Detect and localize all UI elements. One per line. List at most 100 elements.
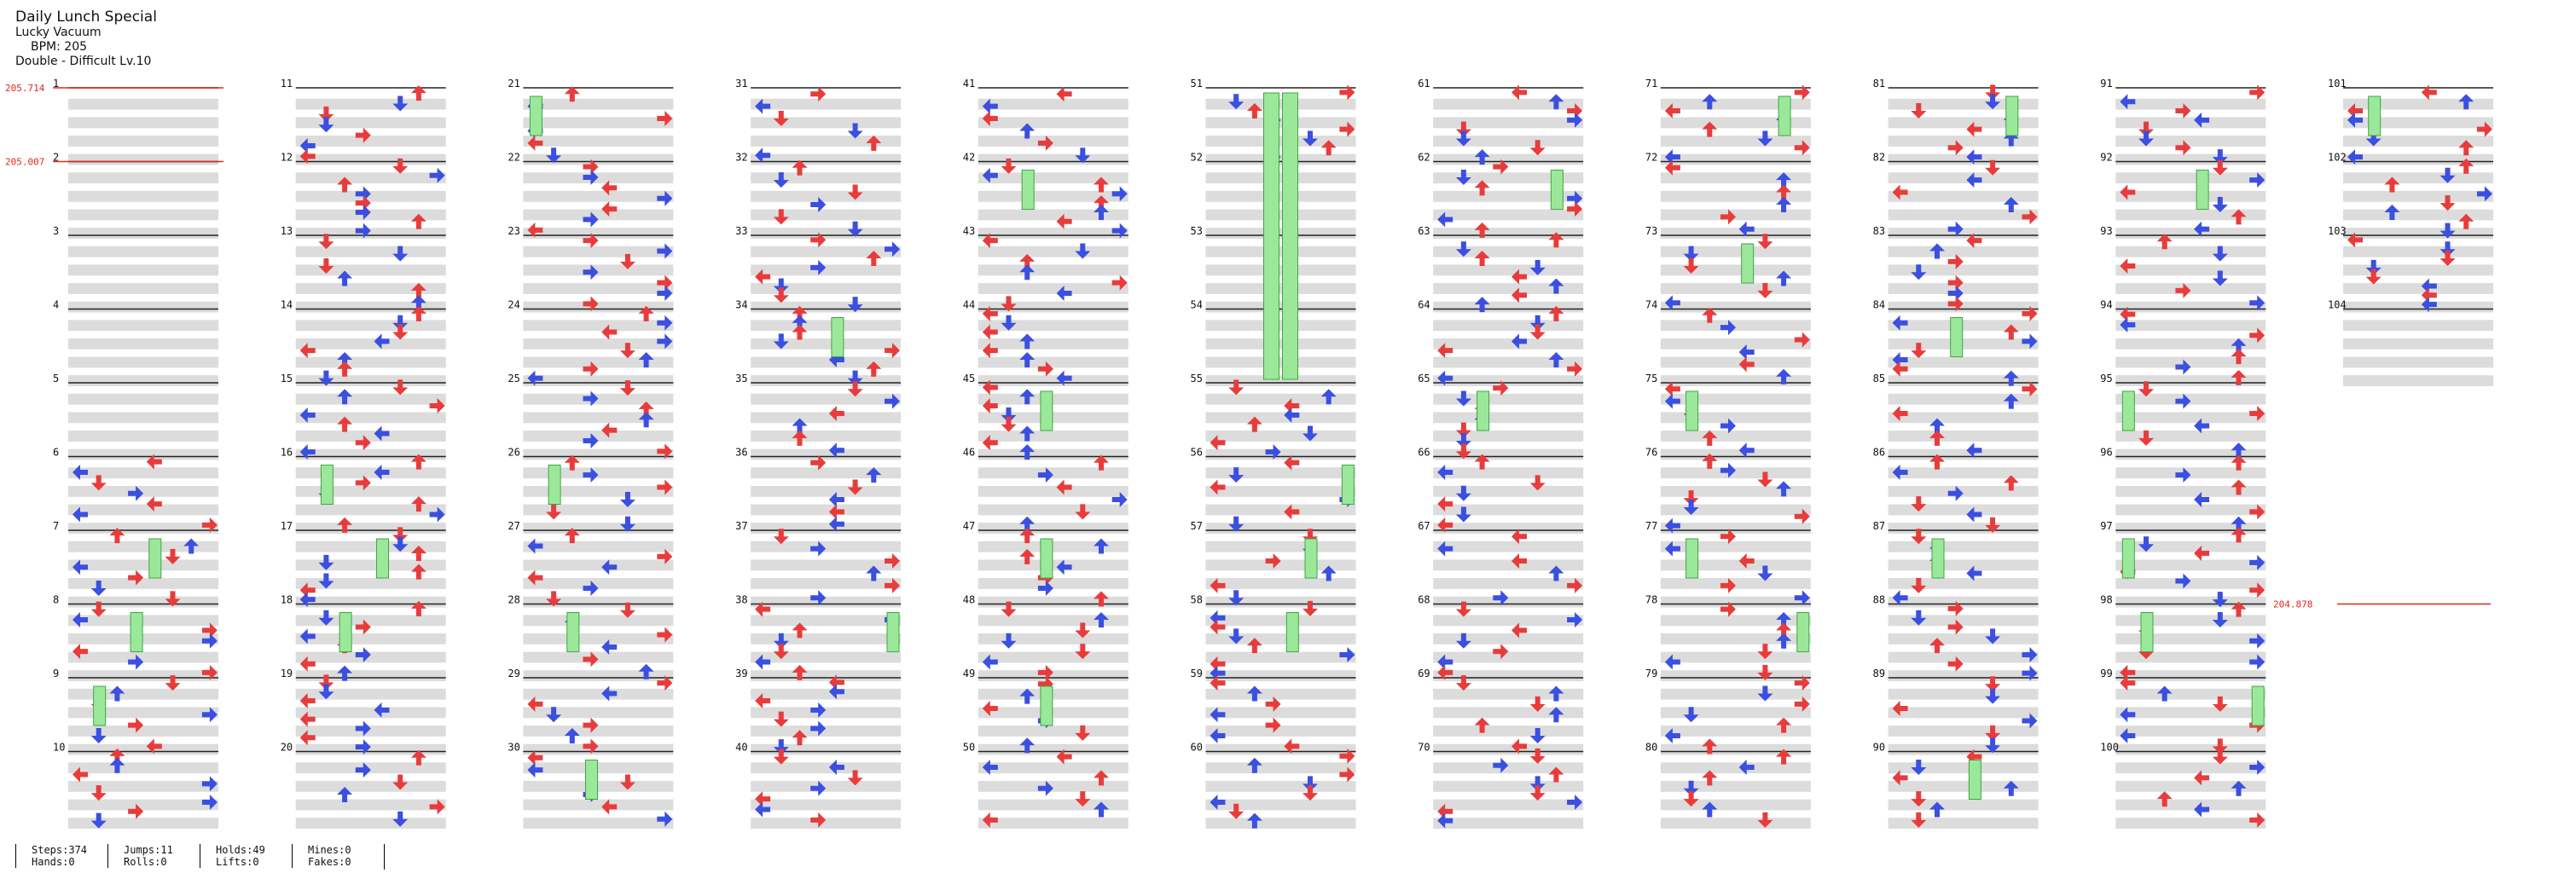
step-arrow (1947, 221, 1964, 237)
step-arrow (2175, 282, 2191, 298)
step-arrow (2120, 664, 2136, 680)
measure-stripe (978, 743, 1128, 755)
measure-number: 56 (1191, 447, 1203, 459)
measure-stripe (523, 190, 674, 202)
step-arrow (2138, 430, 2154, 446)
step-arrow (2231, 527, 2247, 543)
measure-stripe (1205, 98, 1356, 110)
step-arrow (1019, 737, 1036, 754)
step-arrow (1947, 275, 1964, 291)
measure-stripe (751, 356, 902, 368)
step-arrow (1455, 601, 1471, 617)
step-arrow (1511, 333, 1527, 350)
measure-stripe (523, 726, 674, 737)
step-arrow (657, 190, 673, 206)
step-arrow (2003, 393, 2019, 409)
measure-stripe (68, 633, 218, 645)
measure-stripe (1888, 228, 2039, 239)
step-arrow (657, 275, 673, 291)
step-arrow (73, 465, 88, 481)
measure-stripe (751, 651, 902, 663)
step-arrow (2022, 305, 2038, 321)
measure-stripe (68, 818, 218, 829)
step-arrow (1210, 610, 1226, 626)
bpm-marker-label: 204.878 (2273, 599, 2312, 610)
step-arrow (2384, 204, 2400, 220)
step-arrow (1776, 633, 1792, 649)
measure-stripe (1433, 246, 1584, 257)
measure-stripe (1888, 209, 2039, 221)
step-arrow (318, 258, 334, 275)
step-arrow (1246, 103, 1262, 119)
measure-stripe (2115, 596, 2266, 608)
step-arrow (1339, 646, 1355, 662)
measure-number: 102 (2328, 152, 2347, 164)
step-arrow (1303, 600, 1318, 616)
step-arrow (1947, 285, 1964, 301)
step-arrow (583, 170, 599, 186)
measure-stripe (1660, 541, 1811, 552)
step-arrow (1437, 496, 1453, 512)
measure-stripe (978, 117, 1128, 129)
step-arrow (847, 297, 863, 313)
measure-stripe (1433, 818, 1584, 829)
measure-stripe (1433, 228, 1584, 239)
step-arrow (2120, 675, 2136, 691)
step-arrow (1075, 791, 1091, 807)
measure-number: 45 (963, 373, 975, 384)
step-arrow (810, 780, 827, 796)
step-arrow (1683, 707, 1699, 723)
measure-stripe (295, 228, 446, 239)
measure-stripe (1660, 356, 1811, 368)
step-arrow (355, 720, 371, 737)
step-arrow (2249, 582, 2266, 598)
measure-stripe (2115, 228, 2266, 239)
step-arrow (773, 209, 789, 225)
step-arrow (1455, 390, 1471, 407)
measure-number: 81 (1873, 78, 1885, 90)
measure-stripe (1433, 559, 1584, 571)
measure-stripe (1205, 412, 1356, 424)
step-arrow (2365, 130, 2382, 147)
step-arrow (392, 536, 409, 552)
measure-number: 87 (1873, 520, 1885, 532)
measure-stripe (295, 209, 446, 221)
measure-number: 58 (1191, 594, 1203, 606)
step-arrow (299, 137, 316, 153)
step-arrow (392, 527, 409, 543)
step-arrow (1664, 295, 1680, 311)
measure-stripe (523, 264, 674, 276)
measure-stripe (523, 136, 674, 147)
measure-stripe (523, 762, 674, 774)
measure-number: 92 (2100, 152, 2112, 164)
step-arrow (982, 701, 998, 717)
measure-stripe (68, 246, 218, 257)
step-arrow (2175, 103, 2191, 119)
step-arrow (1437, 664, 1453, 680)
step-arrow (601, 180, 618, 196)
measure-stripe (751, 485, 902, 497)
step-arrow (1111, 275, 1128, 291)
step-arrow (1037, 664, 1053, 680)
measure-stripe (978, 688, 1128, 700)
step-arrow (1567, 794, 1583, 810)
measure-stripe (68, 431, 218, 442)
measure-number: 8 (53, 594, 59, 606)
song-bpm: BPM: 205 (31, 40, 88, 54)
step-arrow (1567, 361, 1583, 377)
step-arrow (2421, 278, 2437, 294)
step-arrow (1966, 506, 1982, 523)
step-arrow (1246, 638, 1262, 654)
hold-note (1040, 390, 1053, 431)
step-arrow (73, 506, 88, 523)
step-arrow (792, 305, 808, 321)
measure-stripe (1660, 780, 1811, 792)
measure-stripe (978, 172, 1128, 184)
hold-note (1021, 170, 1035, 210)
step-arrow (546, 147, 562, 164)
step-arrow (1567, 612, 1583, 628)
step-arrow (982, 233, 998, 249)
step-arrow (2365, 259, 2382, 275)
step-arrow (374, 465, 390, 481)
step-arrow (1720, 601, 1736, 617)
